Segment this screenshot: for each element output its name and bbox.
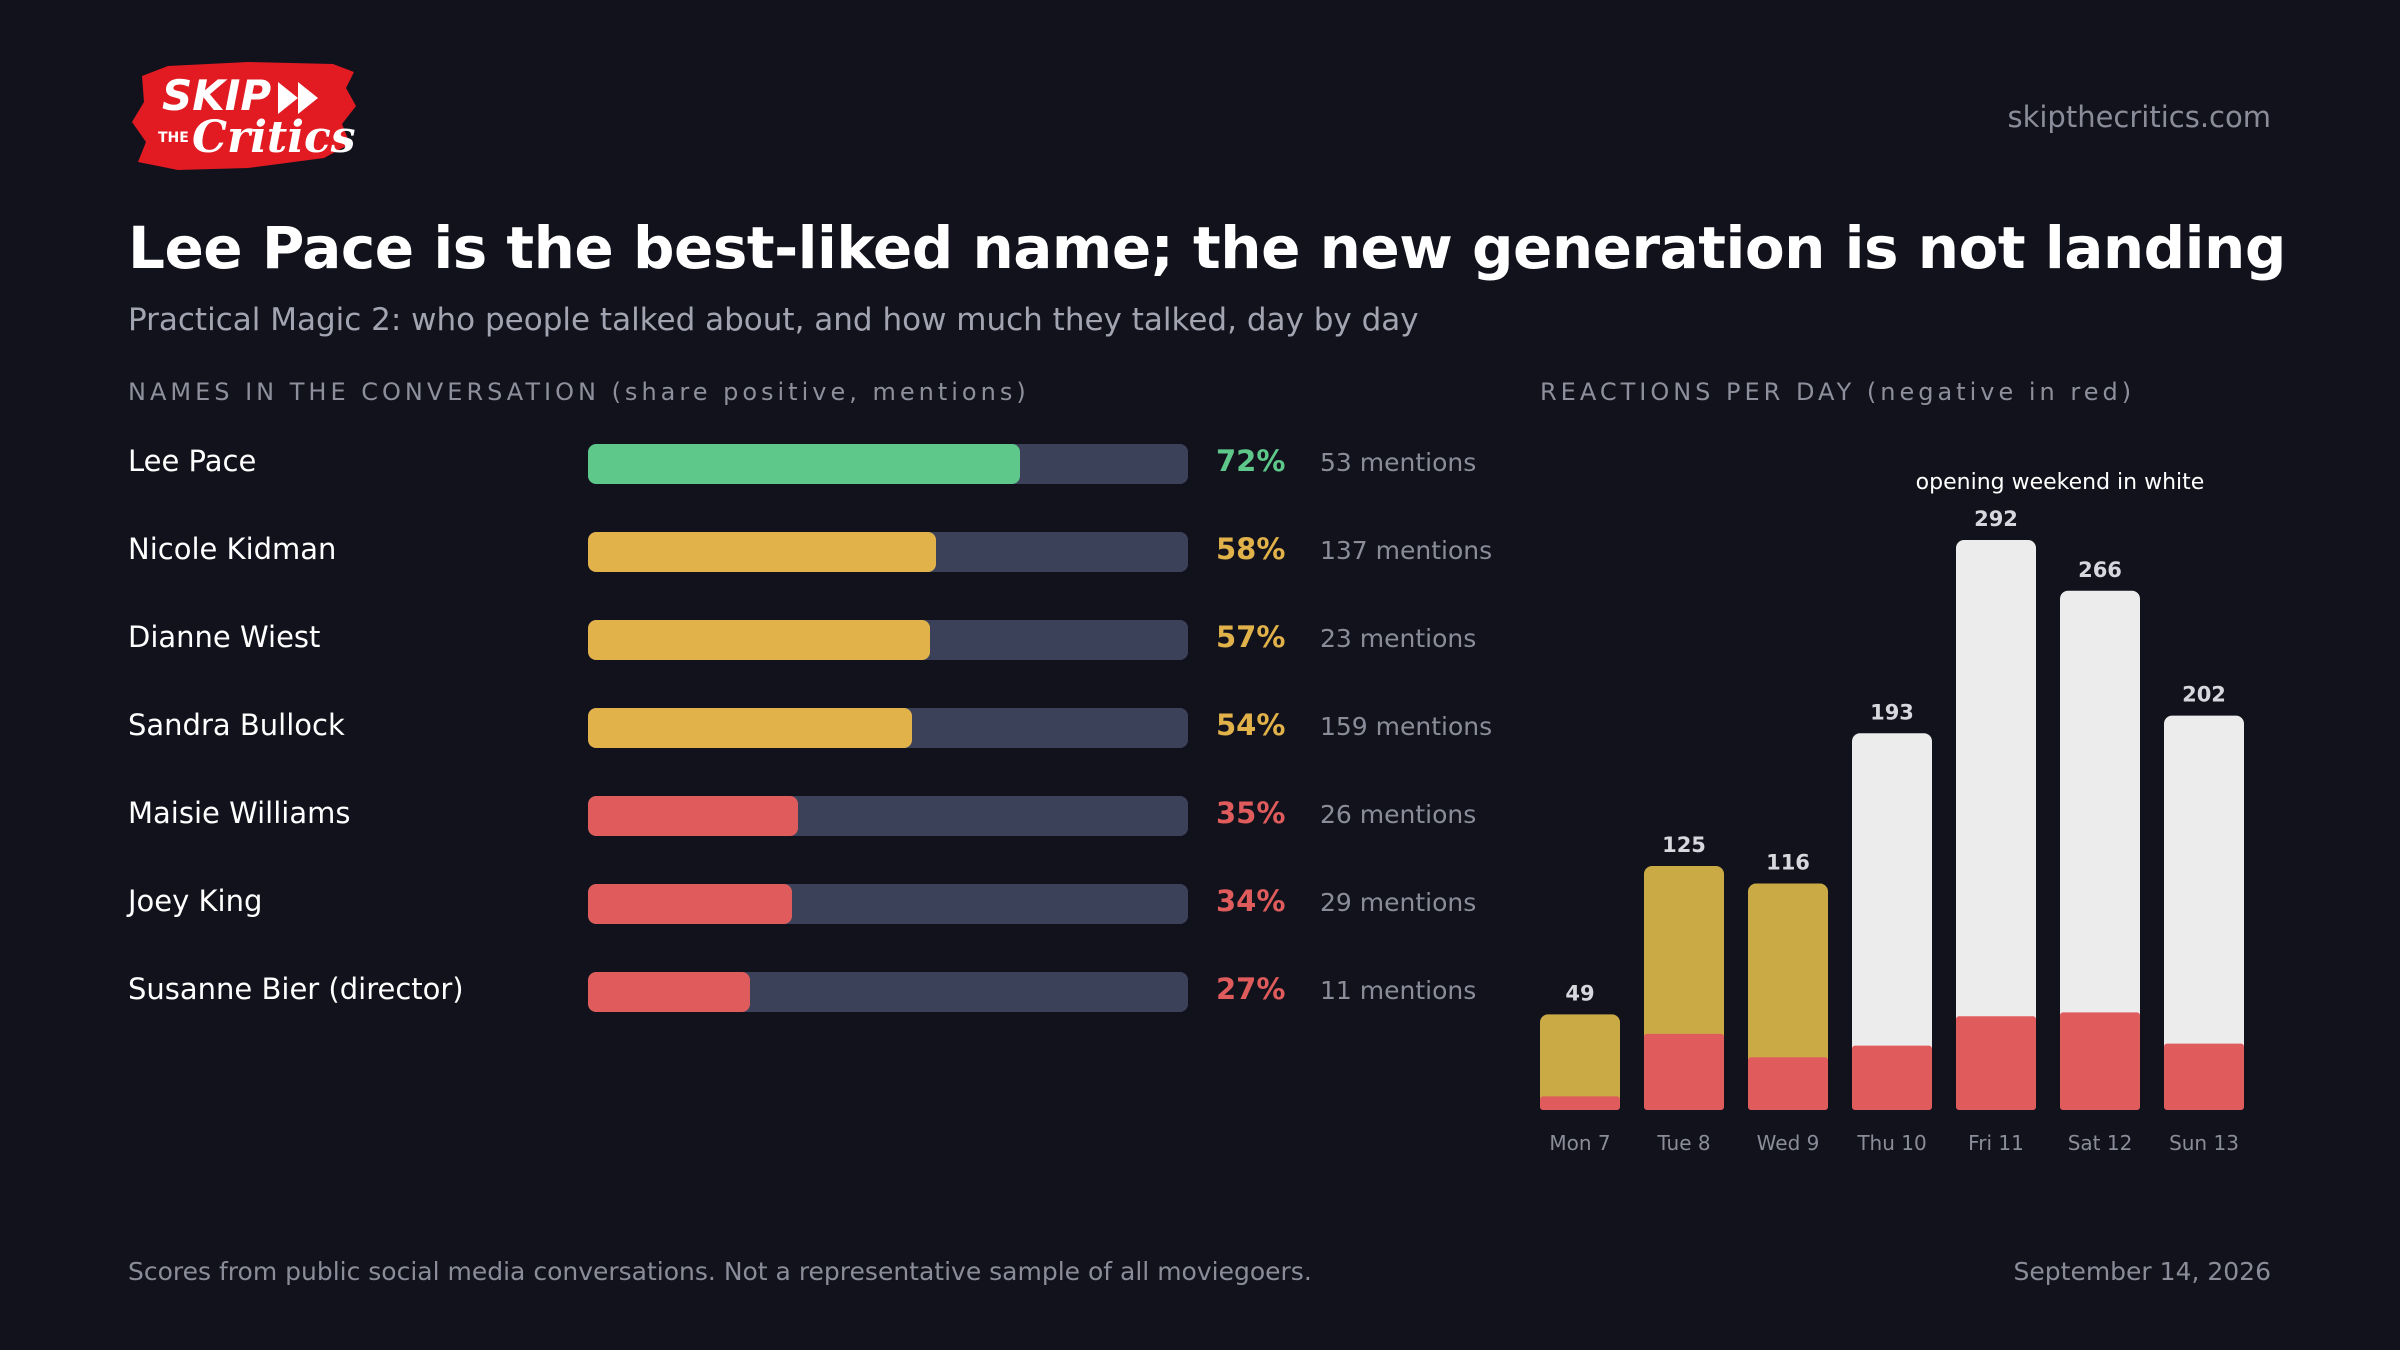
percent-label: 27% <box>1216 972 1286 1006</box>
footer-date: September 14, 2026 <box>2013 1257 2271 1286</box>
day-category-label: Tue 8 <box>1656 1131 1710 1155</box>
mentions-label: 137 mentions <box>1320 536 1493 565</box>
name-label: Joey King <box>128 884 263 918</box>
logo-fast-forward-icon <box>278 82 318 114</box>
day-bar-negative <box>2060 1012 2140 1110</box>
name-row: Sandra Bullock 54% 159 mentions <box>128 694 1508 782</box>
skip-the-critics-logo: SKIP THE Critics <box>132 62 356 170</box>
bar-track <box>588 884 1188 924</box>
day-bar-total <box>1748 883 1828 1110</box>
bar-fill <box>588 532 936 572</box>
day-total-label: 193 <box>1870 700 1914 724</box>
day-total-label: 292 <box>1974 507 2018 531</box>
reactions-per-day-chart: opening weekend in white 49 Mon 7 125 Tue 8… <box>1540 470 2244 1155</box>
day-category-label: Thu 10 <box>1856 1131 1926 1155</box>
footer-note: Scores from public social media conversa… <box>128 1257 1312 1286</box>
name-label: Sandra Bullock <box>128 708 345 742</box>
day-category-label: Sat 12 <box>2068 1131 2133 1155</box>
logo-the-text: THE <box>158 130 189 146</box>
name-row: Dianne Wiest 57% 23 mentions <box>128 606 1508 694</box>
bar-fill <box>588 708 912 748</box>
bar-fill <box>588 444 1020 484</box>
name-label: Lee Pace <box>128 444 257 478</box>
name-row: Joey King 34% 29 mentions <box>128 870 1508 958</box>
name-row: Maisie Williams 35% 26 mentions <box>128 782 1508 870</box>
bar-fill <box>588 972 750 1012</box>
names-section-label: NAMES IN THE CONVERSATION (share positiv… <box>128 378 1030 406</box>
name-label: Susanne Bier (director) <box>128 972 464 1006</box>
day-bar-total <box>1956 540 2036 1110</box>
name-label: Maisie Williams <box>128 796 351 830</box>
bar-fill <box>588 884 792 924</box>
percent-label: 72% <box>1216 444 1286 478</box>
page-title: Lee Pace is the best-liked name; the new… <box>128 214 2286 282</box>
bar-track <box>588 532 1188 572</box>
day-bar-total <box>2060 590 2140 1110</box>
day-bar-negative <box>1540 1096 1620 1110</box>
day-category-label: Wed 9 <box>1757 1131 1820 1155</box>
bar-track <box>588 972 1188 1012</box>
day-total-label: 125 <box>1662 833 1706 857</box>
percent-label: 35% <box>1216 796 1286 830</box>
percent-label: 58% <box>1216 532 1286 566</box>
day-category-label: Sun 13 <box>2169 1131 2239 1155</box>
percent-label: 57% <box>1216 620 1286 654</box>
day-bar-negative <box>1852 1045 1932 1110</box>
name-row: Lee Pace 72% 53 mentions <box>128 430 1508 518</box>
mentions-label: 11 mentions <box>1320 976 1477 1005</box>
day-bar-total <box>1852 733 1932 1110</box>
bar-fill <box>588 620 930 660</box>
day-total-label: 49 <box>1565 981 1594 1005</box>
day-category-label: Fri 11 <box>1968 1131 2024 1155</box>
day-bar-negative <box>1748 1057 1828 1110</box>
bar-fill <box>588 796 798 836</box>
bar-track <box>588 444 1188 484</box>
logo-critics-text: Critics <box>192 112 356 163</box>
day-bar-negative <box>1644 1033 1724 1110</box>
page-subtitle: Practical Magic 2: who people talked abo… <box>128 302 1419 338</box>
percent-label: 34% <box>1216 884 1286 918</box>
day-category-label: Mon 7 <box>1549 1131 1610 1155</box>
day-bar-total <box>2164 715 2244 1110</box>
reactions-section-label: REACTIONS PER DAY (negative in red) <box>1540 378 2136 406</box>
day-bar-negative <box>2164 1043 2244 1110</box>
name-row: Nicole Kidman 58% 137 mentions <box>128 518 1508 606</box>
bar-track <box>588 620 1188 660</box>
day-bar-negative <box>1956 1016 2036 1110</box>
logo-skip-text: SKIP <box>162 71 271 120</box>
name-label: Dianne Wiest <box>128 620 321 654</box>
day-bar-total <box>1540 1014 1620 1110</box>
day-total-label: 116 <box>1766 851 1810 875</box>
mentions-label: 29 mentions <box>1320 888 1477 917</box>
mentions-label: 159 mentions <box>1320 712 1493 741</box>
names-bar-chart: Lee Pace 72% 53 mentions Nicole Kidman 5… <box>128 430 1508 1046</box>
site-url[interactable]: skipthecritics.com <box>2007 100 2271 134</box>
mentions-label: 53 mentions <box>1320 448 1477 477</box>
mentions-label: 23 mentions <box>1320 624 1477 653</box>
day-total-label: 266 <box>2078 558 2122 582</box>
opening-weekend-annotation: opening weekend in white <box>1916 470 2205 495</box>
mentions-label: 26 mentions <box>1320 800 1477 829</box>
day-total-label: 202 <box>2182 683 2226 707</box>
name-label: Nicole Kidman <box>128 532 337 566</box>
name-row: Susanne Bier (director) 27% 11 mentions <box>128 958 1508 1046</box>
bar-track <box>588 708 1188 748</box>
bar-track <box>588 796 1188 836</box>
percent-label: 54% <box>1216 708 1286 742</box>
